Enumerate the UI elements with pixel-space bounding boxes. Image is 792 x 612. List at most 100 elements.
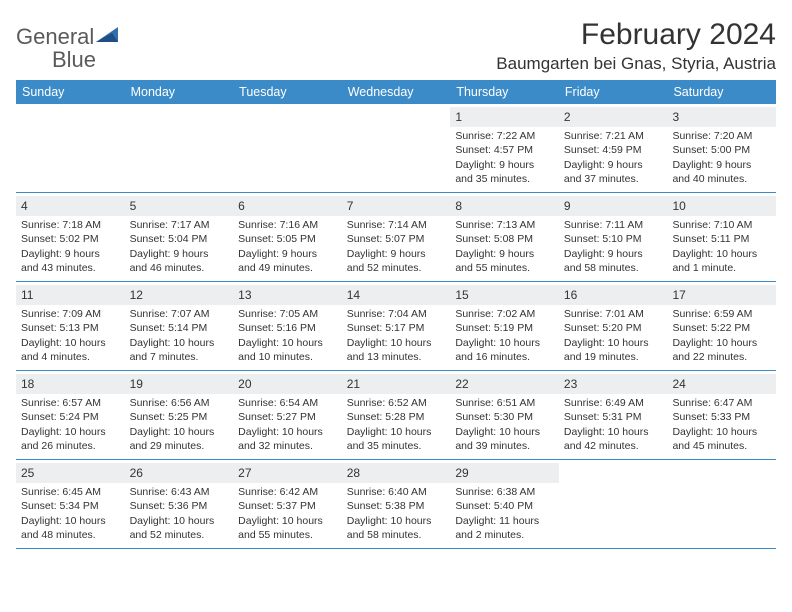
day-cell: 26 Sunrise: 6:43 AMSunset: 5:36 PMDayligh… [125,460,234,548]
sunset-text: Sunset: 5:19 PM [455,321,554,335]
daylight-text: Daylight: 10 hours and 35 minutes. [347,425,446,453]
day-number-row: 8 [450,196,559,216]
daylight-text: Daylight: 9 hours and 52 minutes. [347,247,446,275]
location-subtitle: Baumgarten bei Gnas, Styria, Austria [496,54,776,74]
day-number-row: 26 [125,463,234,483]
day-number: 4 [21,199,28,213]
daylight-text: Daylight: 10 hours and 22 minutes. [672,336,771,364]
sunrise-text: Sunrise: 6:43 AM [130,485,229,499]
sunrise-text: Sunrise: 7:07 AM [130,307,229,321]
daylight-text: Daylight: 11 hours and 2 minutes. [455,514,554,542]
sunrise-text: Sunrise: 7:09 AM [21,307,120,321]
sunrise-text: Sunrise: 7:10 AM [672,218,771,232]
sunrise-text: Sunrise: 7:20 AM [672,129,771,143]
day-number-row: 7 [342,196,451,216]
daylight-text: Daylight: 9 hours and 40 minutes. [672,158,771,186]
day-cell: 13Sunrise: 7:05 AMSunset: 5:16 PMDayligh… [233,282,342,370]
day-number: 5 [130,199,137,213]
day-cell: 18Sunrise: 6:57 AMSunset: 5:24 PMDayligh… [16,371,125,459]
day-number-row: 29 [450,463,559,483]
daylight-text: Daylight: 9 hours and 35 minutes. [455,158,554,186]
day-number: 16 [564,288,577,302]
day-number: 6 [238,199,245,213]
sunrise-text: Sunrise: 6:45 AM [21,485,120,499]
daylight-text: Daylight: 10 hours and 29 minutes. [130,425,229,453]
day-number-row: 1 [450,107,559,127]
sunset-text: Sunset: 5:22 PM [672,321,771,335]
day-cell [125,104,234,192]
day-number: 22 [455,377,468,391]
day-number-row: 25 [16,463,125,483]
day-number-row: 4 [16,196,125,216]
daylight-text: Daylight: 10 hours and 13 minutes. [347,336,446,364]
day-number: 7 [347,199,354,213]
day-number-row: 20 [233,374,342,394]
day-cell: 27Sunrise: 6:42 AMSunset: 5:37 PMDayligh… [233,460,342,548]
day-number-row [342,107,451,111]
day-cell: 16Sunrise: 7:01 AMSunset: 5:20 PMDayligh… [559,282,668,370]
day-number-row: 19 [125,374,234,394]
sunset-text: Sunset: 5:30 PM [455,410,554,424]
day-number-row [16,107,125,111]
day-cell [16,104,125,192]
day-number-row: 13 [233,285,342,305]
day-number: 28 [347,466,360,480]
sunrise-text: Sunrise: 7:16 AM [238,218,337,232]
daylight-text: Daylight: 10 hours and 39 minutes. [455,425,554,453]
day-cell: 29Sunrise: 6:38 AMSunset: 5:40 PMDayligh… [450,460,559,548]
daylight-text: Daylight: 10 hours and 58 minutes. [347,514,446,542]
day-number-row: 14 [342,285,451,305]
day-number: 14 [347,288,360,302]
day-number: 19 [130,377,143,391]
sunrise-text: Sunrise: 6:54 AM [238,396,337,410]
sunset-text: Sunset: 5:04 PM [130,232,229,246]
day-number: 10 [672,199,685,213]
sunset-text: Sunset: 5:10 PM [564,232,663,246]
day-cell: 11Sunrise: 7:09 AMSunset: 5:13 PMDayligh… [16,282,125,370]
day-cell: 21Sunrise: 6:52 AMSunset: 5:28 PMDayligh… [342,371,451,459]
sunset-text: Sunset: 5:34 PM [21,499,120,513]
sunset-text: Sunset: 5:36 PM [130,499,229,513]
day-number: 26 [130,466,143,480]
day-number: 9 [564,199,571,213]
day-cell: 2Sunrise: 7:21 AMSunset: 4:59 PMDaylight… [559,104,668,192]
day-cell: 4Sunrise: 7:18 AMSunset: 5:02 PMDaylight… [16,193,125,281]
brand-text: General Blue [16,24,120,72]
daylight-text: Daylight: 9 hours and 46 minutes. [130,247,229,275]
sunset-text: Sunset: 5:00 PM [672,143,771,157]
sunset-text: Sunset: 5:37 PM [238,499,337,513]
day-cell [667,460,776,548]
daylight-text: Daylight: 10 hours and 16 minutes. [455,336,554,364]
sunset-text: Sunset: 5:14 PM [130,321,229,335]
brand-name-1: General [16,24,94,49]
day-cell: 22Sunrise: 6:51 AMSunset: 5:30 PMDayligh… [450,371,559,459]
day-cell: 1Sunrise: 7:22 AMSunset: 4:57 PMDaylight… [450,104,559,192]
daylight-text: Daylight: 10 hours and 4 minutes. [21,336,120,364]
day-cell: 15Sunrise: 7:02 AMSunset: 5:19 PMDayligh… [450,282,559,370]
day-number-row: 28 [342,463,451,483]
day-number: 18 [21,377,34,391]
weekday-header: Thursday [450,80,559,104]
day-number: 20 [238,377,251,391]
day-number: 3 [672,110,679,124]
sunrise-text: Sunrise: 6:47 AM [672,396,771,410]
day-number-row: 15 [450,285,559,305]
day-number-row: 23 [559,374,668,394]
day-number: 12 [130,288,143,302]
daylight-text: Daylight: 10 hours and 19 minutes. [564,336,663,364]
sunrise-text: Sunrise: 7:13 AM [455,218,554,232]
daylight-text: Daylight: 10 hours and 52 minutes. [130,514,229,542]
sunset-text: Sunset: 5:24 PM [21,410,120,424]
sunset-text: Sunset: 4:57 PM [455,143,554,157]
sunrise-text: Sunrise: 7:17 AM [130,218,229,232]
sunset-text: Sunset: 5:02 PM [21,232,120,246]
day-number-row: 11 [16,285,125,305]
sunrise-text: Sunrise: 7:21 AM [564,129,663,143]
day-number: 27 [238,466,251,480]
day-number-row: 9 [559,196,668,216]
day-number-row: 5 [125,196,234,216]
daylight-text: Daylight: 9 hours and 55 minutes. [455,247,554,275]
day-number-row [667,463,776,467]
day-number: 29 [455,466,468,480]
daylight-text: Daylight: 10 hours and 48 minutes. [21,514,120,542]
